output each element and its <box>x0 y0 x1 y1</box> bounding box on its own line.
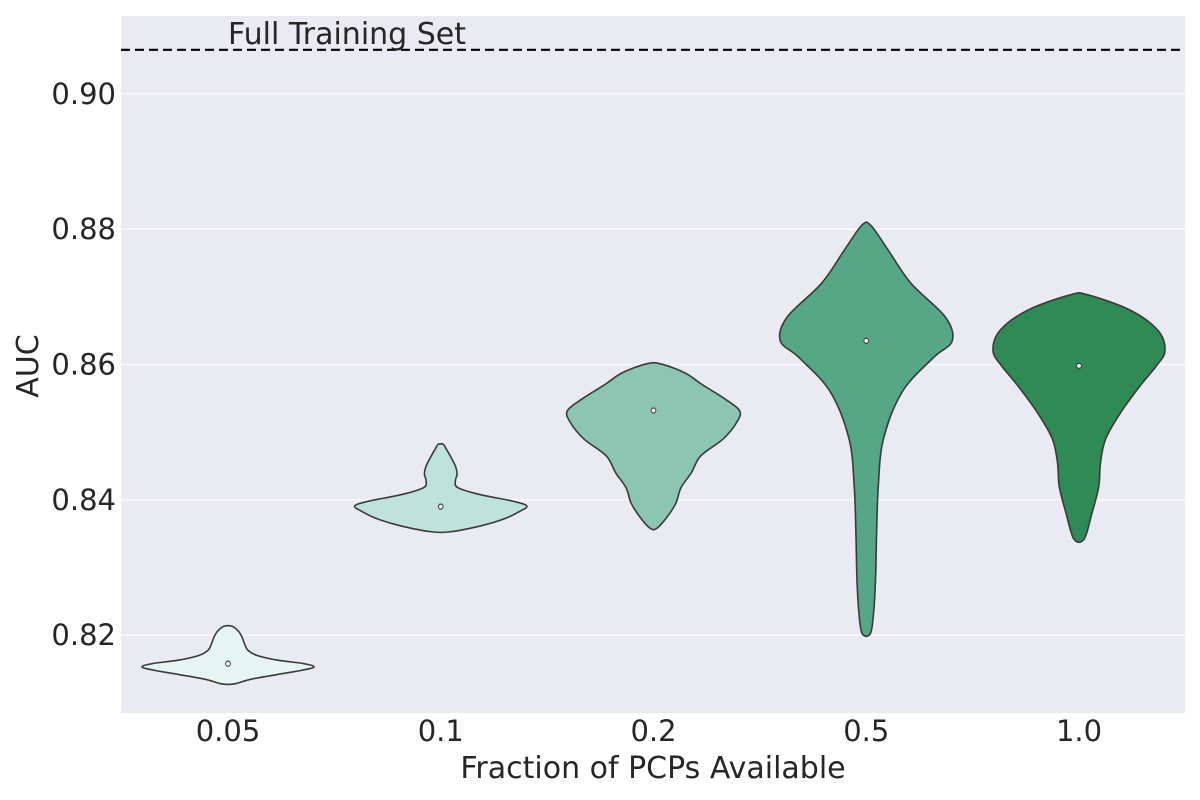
y-axis-label: AUC <box>11 334 46 397</box>
y-tick-label: 0.84 <box>51 483 116 517</box>
x-ticks: 0.05 0.1 0.2 0.5 1.0 <box>196 714 1102 748</box>
x-axis-label: Fraction of PCPs Available <box>460 751 845 786</box>
violin-1.0 <box>992 292 1166 544</box>
reference-line-group: Full Training Set <box>121 17 1185 52</box>
median-point <box>1076 362 1082 369</box>
y-tick-label: 0.86 <box>51 348 116 382</box>
x-tick-label: 1.0 <box>1056 714 1102 748</box>
violin-0.5 <box>778 221 954 638</box>
y-ticks: 0.82 0.84 0.86 0.88 0.90 <box>51 77 116 652</box>
x-tick-label: 0.05 <box>196 714 261 748</box>
reference-line-label: Full Training Set <box>228 17 466 52</box>
violins <box>141 221 1166 686</box>
median-point <box>650 407 657 414</box>
median-point <box>863 337 870 344</box>
x-tick-label: 0.2 <box>630 714 676 748</box>
median-point <box>437 503 444 510</box>
y-tick-label: 0.88 <box>51 212 116 246</box>
x-tick-label: 0.5 <box>843 714 889 748</box>
violin-0.2 <box>565 361 742 531</box>
y-tick-label: 0.82 <box>51 618 116 652</box>
violin-0.05 <box>141 624 315 686</box>
median-point <box>225 660 231 667</box>
violin-0.1 <box>353 443 528 534</box>
y-tick-label: 0.90 <box>51 77 116 111</box>
x-tick-label: 0.1 <box>418 714 464 748</box>
